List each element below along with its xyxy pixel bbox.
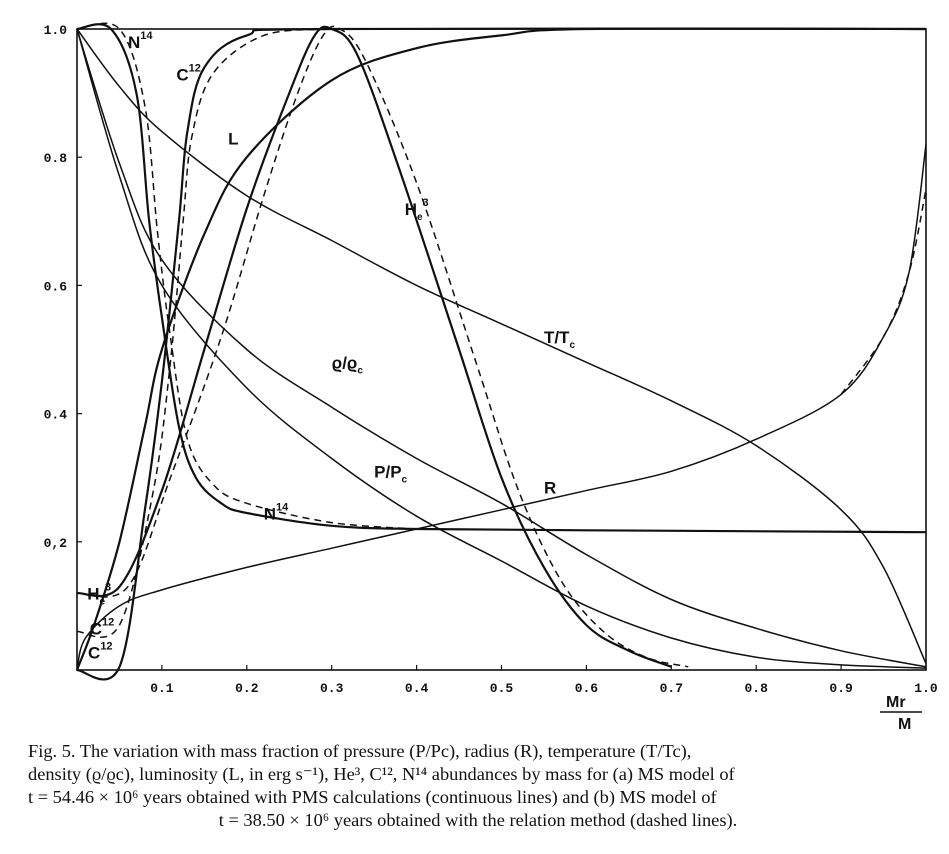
curve-c-solid (76, 28, 927, 668)
curve-N-solid (76, 23, 927, 534)
label-c12_top: C12 (176, 62, 201, 84)
label-ttc: T/Tc (544, 328, 576, 351)
x-axis-label-denominator: M (898, 716, 911, 733)
curve-C-dashed (76, 28, 332, 638)
figure-plot: 0,2 0.4 0.6 0.8 1.0 0.1 0.2 0.3 0.4 0.5 0.6 0.7 0.8… (44, 22, 938, 733)
caption-line-3: t = 54.46 × 10⁶ years obtained with PMS … (28, 787, 717, 807)
x-tick-label: 0.3 (320, 681, 344, 696)
label-he3_right: He3 (405, 197, 429, 223)
label-rho: ϱ/ϱc (332, 354, 364, 377)
y-tick-label: 0.4 (44, 408, 68, 423)
curve-R-dashed (840, 189, 927, 395)
x-axis-ticks: 0.1 0.2 0.3 0.4 0.5 0.6 0.7 0.8 0.9 1.0 (150, 665, 938, 696)
x-tick-label: 0.6 (575, 681, 599, 696)
label-L: L (228, 129, 238, 148)
caption-line-2: density (ϱ/ϱc), luminosity (L, in erg s⁻… (28, 764, 735, 784)
x-tick-label: 0.5 (490, 681, 514, 696)
caption-line-1: The variation with mass fraction of pres… (79, 741, 692, 761)
x-tick-label: 0.7 (660, 681, 683, 696)
label-c12_mid: C12 (90, 617, 115, 639)
x-axis-label-numerator: Mr (886, 694, 906, 711)
y-tick-label: 0,2 (44, 536, 68, 551)
x-tick-label: 0.8 (744, 681, 768, 696)
curve-R-solid (76, 144, 927, 671)
figure-caption: Fig. 5. The variation with mass fraction… (28, 740, 928, 832)
label-he3_left: He3 (87, 581, 111, 607)
y-tick-label: 0.6 (44, 279, 68, 294)
y-tick-label: 1.0 (44, 23, 68, 38)
curve-C-solid (76, 27, 927, 681)
caption-number: Fig. 5. (28, 741, 76, 761)
x-axis-label: Mr M (880, 694, 922, 733)
label-R: R (544, 479, 556, 498)
curve-He-dashed (76, 25, 689, 668)
curve-N-dashed (76, 22, 417, 530)
label-n14_bottom: N14 (264, 501, 289, 523)
caption-line-4: t = 38.50 × 10⁶ years obtained with the … (218, 810, 738, 830)
plot-curves (75, 22, 927, 681)
x-tick-label: 0.4 (405, 681, 429, 696)
y-tick-label: 0.8 (44, 151, 68, 166)
x-tick-label: 0.1 (150, 681, 174, 696)
label-n14_top: N14 (128, 30, 153, 52)
x-tick-label: 0.9 (829, 681, 853, 696)
curve-TTc-solid (76, 28, 927, 664)
curve-He-solid (76, 25, 672, 668)
x-tick-label: 0.2 (235, 681, 259, 696)
x-tick-label: 1.0 (914, 681, 938, 696)
curve-PPc-solid (76, 28, 927, 669)
label-c12_low: C12 (88, 640, 113, 662)
label-ppc: P/Pc (374, 463, 407, 486)
